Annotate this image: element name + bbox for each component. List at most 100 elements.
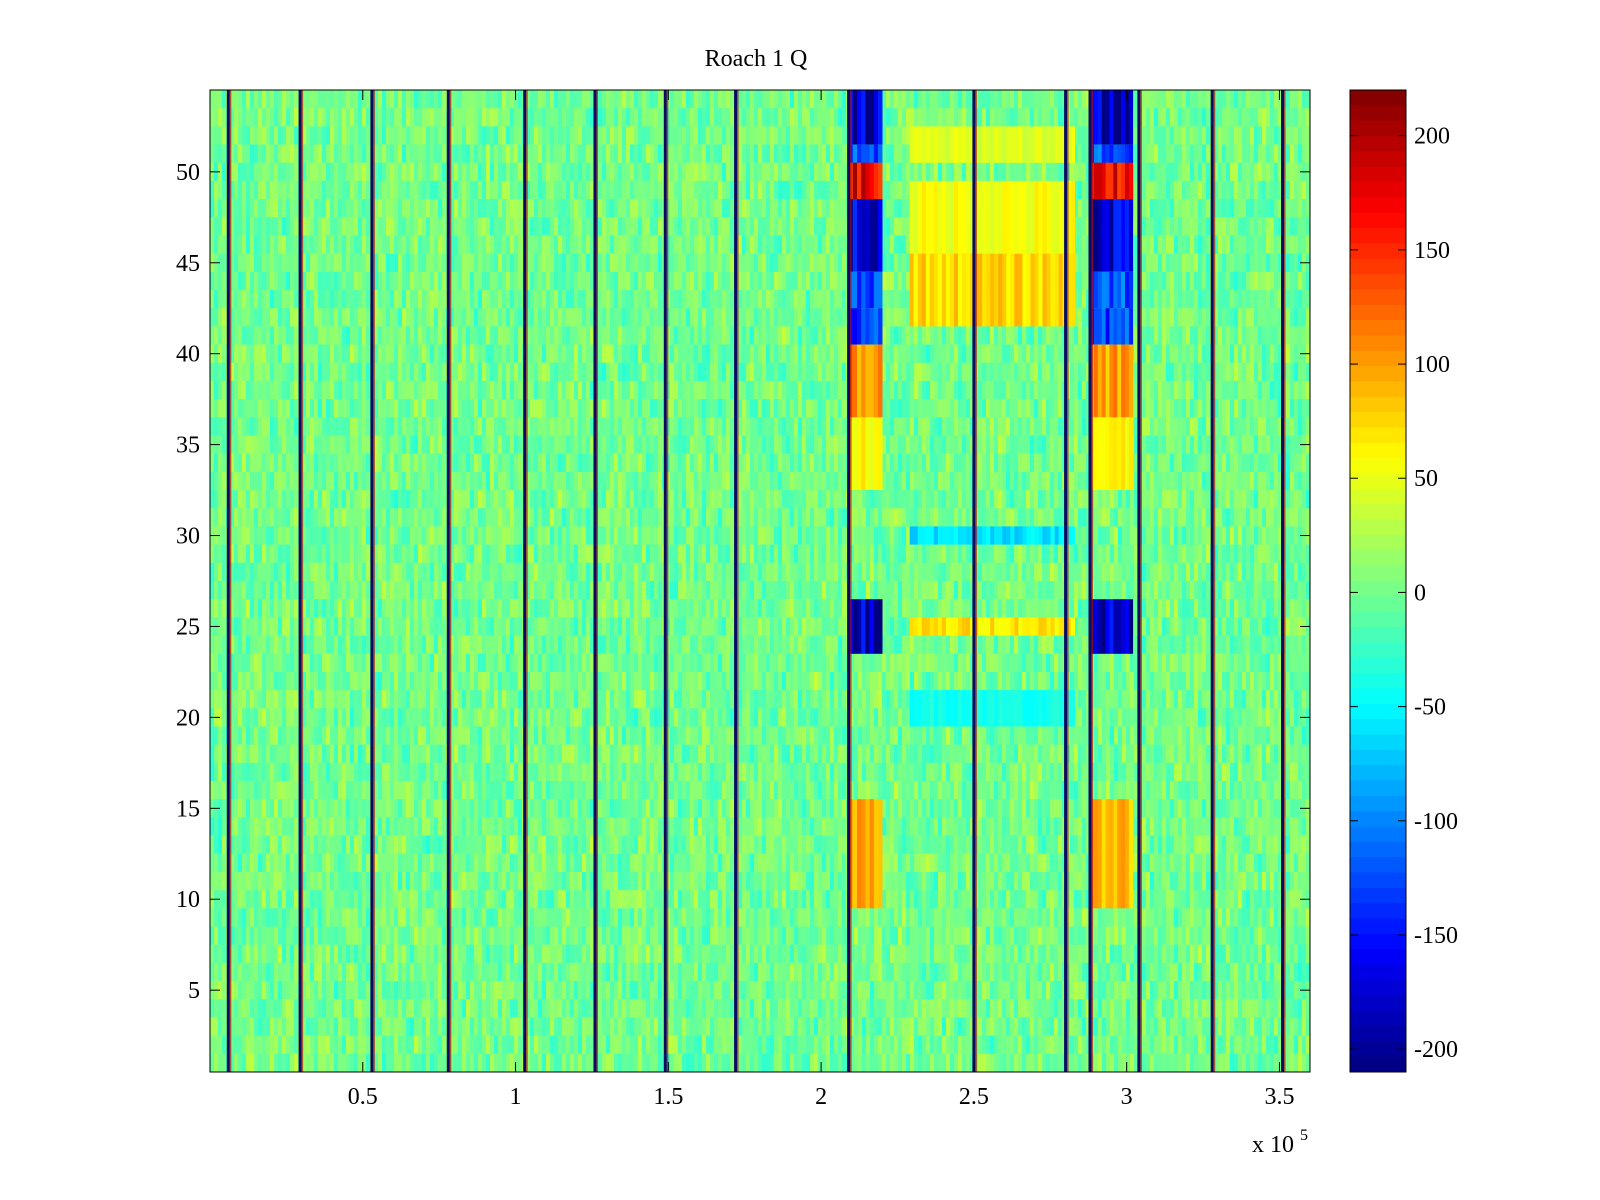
heat-cell (634, 235, 639, 254)
heat-cell (1274, 180, 1279, 200)
heat-cell (450, 180, 455, 200)
heat-cell (598, 217, 603, 236)
heat-cell (354, 253, 359, 273)
heat-cell (1306, 380, 1311, 400)
heat-cell (314, 199, 319, 218)
heat-cell (402, 362, 407, 382)
heat-cell (346, 90, 351, 109)
heat-cell (1154, 399, 1159, 418)
heat-cell (574, 199, 579, 218)
heat-cell (1226, 362, 1231, 382)
heat-cell (482, 144, 487, 164)
heat-cell (754, 380, 759, 400)
heat-cell (218, 144, 223, 164)
heat-cell (690, 290, 695, 309)
heat-cell (1186, 308, 1191, 327)
heat-cell (1278, 144, 1283, 164)
heat-cell (310, 399, 315, 418)
heat-cell (422, 199, 427, 218)
heat-cell (1198, 144, 1203, 164)
heat-cell (950, 362, 955, 382)
heat-cell (570, 326, 575, 345)
heat-cell (1070, 162, 1075, 182)
heat-cell (514, 326, 519, 345)
heat-cell (798, 253, 803, 273)
heat-cell (622, 290, 627, 309)
heat-cell (266, 290, 271, 309)
heat-cell (1074, 380, 1079, 400)
heat-cell (550, 108, 555, 127)
heat-cell (770, 344, 775, 364)
heat-cell (1142, 90, 1147, 109)
heat-cell (318, 144, 323, 164)
heat-cell (978, 399, 983, 418)
heat-cell (822, 90, 827, 109)
heat-cell (1242, 217, 1247, 236)
heat-cell (406, 380, 411, 400)
heat-cell (246, 326, 251, 345)
heat-cell (670, 90, 675, 109)
heat-cell (542, 199, 547, 218)
heat-cell (254, 271, 259, 291)
heat-cell (318, 399, 323, 418)
heat-cell (1274, 380, 1279, 400)
heat-cell (682, 162, 687, 182)
heat-cell (242, 235, 247, 254)
heat-cell (506, 290, 511, 309)
heat-cell (602, 253, 607, 273)
heat-cell (998, 399, 1003, 418)
heat-cell (286, 344, 291, 364)
heat-cell (958, 108, 963, 127)
heat-cell (1010, 344, 1015, 364)
heat-cell (1146, 308, 1151, 327)
heat-cell (474, 90, 479, 109)
heat-cell (1198, 217, 1203, 236)
heat-cell (258, 199, 263, 218)
heat-cell (510, 380, 515, 400)
heat-cell (834, 290, 839, 309)
heat-cell (378, 90, 383, 109)
heat-cell (318, 253, 323, 273)
heat-cell (342, 399, 347, 418)
heat-cell (1294, 362, 1299, 382)
heat-cell (286, 108, 291, 127)
heat-cell (1134, 290, 1139, 309)
heat-cell (334, 344, 339, 364)
heat-cell (434, 399, 439, 418)
heat-cell (1170, 199, 1175, 218)
heat-cell (510, 290, 515, 309)
heat-cell (670, 290, 675, 309)
heat-cell (570, 344, 575, 364)
heat-cell (742, 180, 747, 200)
heat-cell (250, 144, 255, 164)
heat-cell (618, 235, 623, 254)
heat-cell (762, 217, 767, 236)
heat-cell (822, 399, 827, 418)
heat-cell (374, 326, 379, 345)
heat-cell (330, 217, 335, 236)
heat-cell (882, 308, 887, 327)
heat-cell (790, 344, 795, 364)
heat-cell (938, 162, 943, 182)
heat-cell (614, 108, 619, 127)
heat-cell (1194, 180, 1199, 200)
heat-cell (1186, 290, 1191, 309)
heat-cell (1082, 108, 1087, 127)
heat-cell (1018, 362, 1023, 382)
heat-cell (450, 253, 455, 273)
heat-cell (246, 271, 251, 291)
heat-cell (766, 126, 771, 145)
heat-cell (774, 308, 779, 327)
heat-cell (1206, 235, 1211, 254)
heat-cell (582, 199, 587, 218)
heat-cell (526, 108, 531, 127)
heat-cell (1202, 90, 1207, 109)
heat-cell (1082, 308, 1087, 327)
heat-cell (838, 126, 843, 145)
heat-cell (650, 126, 655, 145)
heat-cell (1230, 290, 1235, 309)
heat-cell (554, 290, 559, 309)
heat-cell (358, 290, 363, 309)
heat-cell (402, 271, 407, 291)
heat-cell (418, 362, 423, 382)
